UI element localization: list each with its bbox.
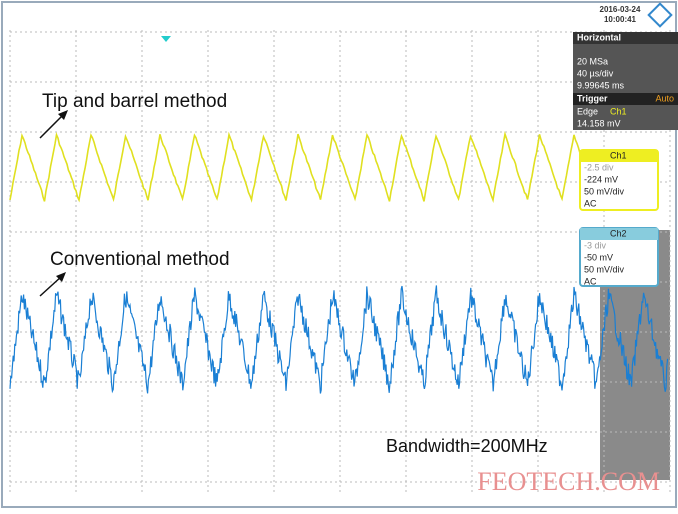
ch1-header <box>580 150 658 162</box>
trigger-level: 14.158 mV <box>577 118 621 128</box>
trigger-title: Trigger <box>577 93 608 103</box>
trigger-type: Edge <box>577 106 598 116</box>
horizontal-header <box>573 32 678 44</box>
watermark: FEOTECH.COM <box>477 467 660 496</box>
ch1-coupling: AC <box>584 198 597 208</box>
ch2-header <box>580 228 658 240</box>
ch2-offset: -50 mV <box>584 252 613 262</box>
ch1-offset: -224 mV <box>584 174 618 184</box>
info-panel <box>573 32 678 130</box>
horizontal-title: Horizontal <box>577 32 621 42</box>
logo <box>647 2 673 28</box>
trigger-marker <box>161 36 171 42</box>
sample-rate: 20 MSa <box>577 56 608 66</box>
time: 10:00:41 <box>604 15 637 24</box>
ch1-waveform <box>9 131 581 203</box>
position: 9.99645 ms <box>577 80 625 90</box>
arrowhead-bottom <box>56 272 66 282</box>
date: 2016-03-24 <box>600 5 641 14</box>
ch2-offset-div: -3 div <box>584 240 607 250</box>
ch1-scale: 50 mV/div <box>584 186 625 196</box>
ch2-scale: 50 mV/div <box>584 264 625 274</box>
annotation-bottom: Conventional method <box>50 249 230 270</box>
arrowhead-top <box>58 110 68 120</box>
trigger-mode: Auto <box>655 93 674 103</box>
arrow-bottom <box>39 275 63 297</box>
time-scale: 40 µs/div <box>577 68 614 78</box>
bandwidth-label: Bandwidth=200MHz <box>386 436 548 456</box>
trigger-header <box>573 93 678 105</box>
ch2-waveform <box>9 285 669 394</box>
ch1-offset-div: -2.5 div <box>584 162 614 172</box>
annotation-top: Tip and barrel method <box>42 91 227 112</box>
ch2-name: Ch2 <box>610 228 627 238</box>
ch1-name: Ch1 <box>610 150 627 160</box>
trigger-source: Ch1 <box>610 106 627 116</box>
ch2-coupling: AC <box>584 276 597 286</box>
arrow-top <box>39 113 65 139</box>
